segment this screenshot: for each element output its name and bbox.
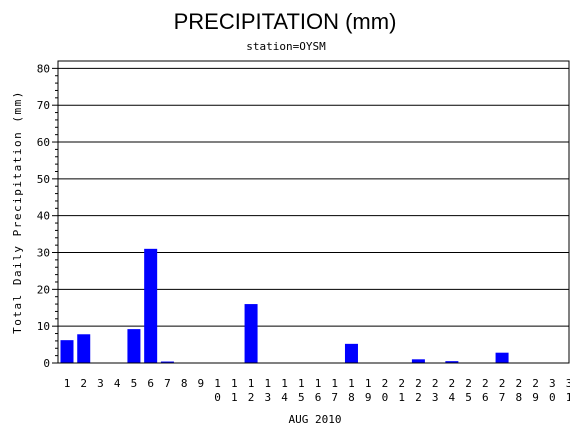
x-tick-label: 1 <box>315 377 322 390</box>
x-tick-label: 6 <box>147 377 154 390</box>
x-tick-label: 2 <box>415 391 422 404</box>
x-tick-label: 1 <box>348 377 355 390</box>
x-tick-label: 2 <box>532 377 539 390</box>
x-tick-label: 0 <box>549 391 556 404</box>
x-tick-label: 1 <box>298 377 305 390</box>
x-tick-label: 0 <box>214 391 221 404</box>
x-tick-label: 3 <box>549 377 556 390</box>
chart-title: PRECIPITATION (mm) <box>174 9 397 34</box>
x-tick-label: 2 <box>398 377 405 390</box>
y-tick-label: 50 <box>37 173 50 186</box>
gridlines <box>58 67 569 327</box>
bar <box>445 361 459 363</box>
bar <box>77 334 91 363</box>
x-tick-label: 1 <box>365 377 372 390</box>
x-tick-label: 8 <box>181 377 188 390</box>
chart-subtitle: station=OYSM <box>246 40 326 53</box>
x-tick-label: 4 <box>281 391 288 404</box>
bar <box>411 359 425 363</box>
x-tick-label: 3 <box>566 377 570 390</box>
x-tick-label: 2 <box>432 377 439 390</box>
x-tick-label: 1 <box>264 377 271 390</box>
x-tick-label: 6 <box>482 391 489 404</box>
y-tick-label: 40 <box>37 210 50 223</box>
bar <box>60 340 74 363</box>
bar <box>127 329 141 363</box>
x-tick-label: 7 <box>164 377 171 390</box>
y-axis: 0 10 20 30 40 50 60 70 80 <box>37 62 58 370</box>
x-tick-label: 1 <box>231 377 238 390</box>
x-tick-label: 1 <box>281 377 288 390</box>
x-tick-label: 7 <box>499 391 506 404</box>
y-tick-label: 30 <box>37 247 50 260</box>
x-tick-label: 0 <box>382 391 389 404</box>
bars <box>60 248 509 363</box>
y-tick-label: 70 <box>37 99 50 112</box>
x-tick-label: 5 <box>465 391 472 404</box>
x-tick-label: 9 <box>365 391 372 404</box>
x-tick-label: 2 <box>80 377 87 390</box>
x-tick-label: 1 <box>398 391 405 404</box>
x-tick-label: 1 <box>64 377 71 390</box>
x-tick-label: 5 <box>298 391 305 404</box>
x-tick-label: 2 <box>482 377 489 390</box>
x-tick-label: 9 <box>532 391 539 404</box>
x-tick-label: 2 <box>449 377 456 390</box>
x-tick-label: 1 <box>231 391 238 404</box>
bar <box>244 304 258 363</box>
x-tick-label: 2 <box>465 377 472 390</box>
bar <box>344 343 358 363</box>
x-tick-label: 5 <box>131 377 138 390</box>
bar <box>160 361 174 363</box>
plot-frame <box>57 60 570 364</box>
x-tick-label: 3 <box>432 391 439 404</box>
y-axis-label: Total Daily Precipitation (mm) <box>11 90 24 334</box>
x-tick-label: 2 <box>515 377 522 390</box>
x-tick-label: 3 <box>264 391 271 404</box>
x-tick-label: 2 <box>415 377 422 390</box>
x-tick-label: 4 <box>449 391 456 404</box>
x-tick-label: 9 <box>198 377 205 390</box>
x-tick-label: 7 <box>331 391 338 404</box>
x-tick-label: 2 <box>499 377 506 390</box>
x-tick-label: 2 <box>248 391 255 404</box>
x-tick-label: 3 <box>97 377 104 390</box>
x-tick-label: 8 <box>515 391 522 404</box>
x-tick-label: 4 <box>114 377 121 390</box>
x-axis: 1 2 3 4 5 6 7 8 9 1011121314151617181920212223242… <box>64 377 570 404</box>
y-tick-label: 0 <box>43 357 50 370</box>
x-tick-label: 6 <box>315 391 322 404</box>
x-tick-label: 1 <box>566 391 570 404</box>
x-tick-label: 1 <box>331 377 338 390</box>
y-tick-label: 20 <box>37 283 50 296</box>
bar <box>495 352 509 363</box>
x-axis-label: AUG 2010 <box>289 413 342 426</box>
x-tick-label: 1 <box>248 377 255 390</box>
y-tick-label: 60 <box>37 136 50 149</box>
y-tick-label: 10 <box>37 320 50 333</box>
x-tick-label: 8 <box>348 391 355 404</box>
x-tick-label: 2 <box>382 377 389 390</box>
bar <box>144 248 158 363</box>
y-tick-label: 80 <box>37 62 50 75</box>
x-tick-label: 1 <box>214 377 221 390</box>
